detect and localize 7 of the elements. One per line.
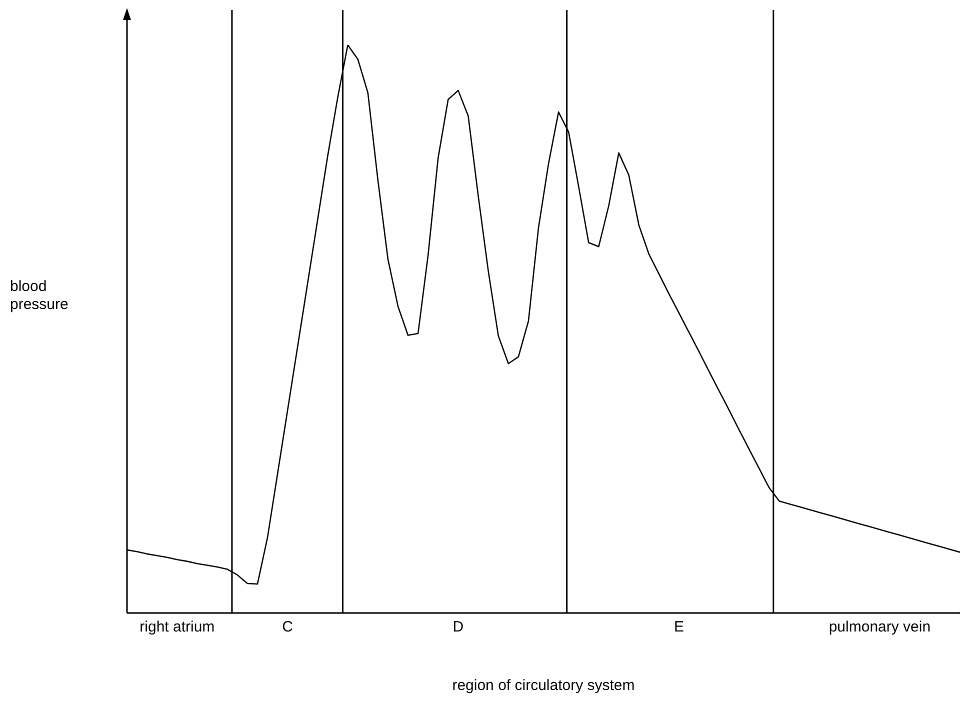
x-tick-label: C xyxy=(282,618,294,636)
y-axis-title: blood pressure xyxy=(10,278,70,314)
x-tick-label: E xyxy=(674,618,684,636)
x-tick-label: right atrium xyxy=(140,618,215,636)
x-axis-title: region of circulatory system xyxy=(452,677,635,694)
x-tick-label: D xyxy=(452,618,464,636)
x-tick-label: pulmonary vein xyxy=(828,618,931,636)
